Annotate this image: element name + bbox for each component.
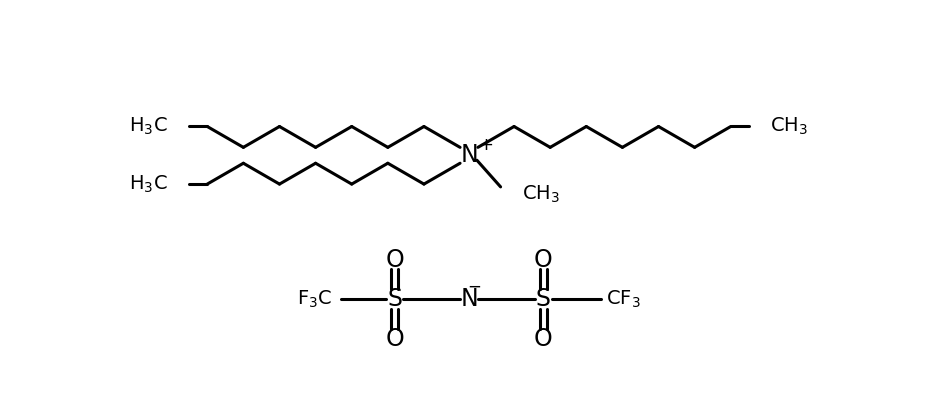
Text: O: O	[386, 248, 404, 272]
Text: CH$_3$: CH$_3$	[770, 116, 809, 137]
Text: +: +	[478, 136, 493, 154]
Text: CH$_3$: CH$_3$	[522, 184, 561, 206]
Text: O: O	[534, 248, 552, 272]
Text: O: O	[386, 327, 404, 351]
Text: S: S	[536, 287, 551, 311]
Text: S: S	[387, 287, 402, 311]
Text: N: N	[461, 287, 477, 311]
Text: N: N	[461, 143, 477, 167]
Text: H$_3$C: H$_3$C	[129, 173, 168, 195]
Text: −: −	[467, 277, 481, 296]
Text: H$_3$C: H$_3$C	[129, 116, 168, 137]
Text: O: O	[534, 327, 552, 351]
Text: CF$_3$: CF$_3$	[606, 288, 641, 310]
Text: F$_3$C: F$_3$C	[297, 288, 333, 310]
